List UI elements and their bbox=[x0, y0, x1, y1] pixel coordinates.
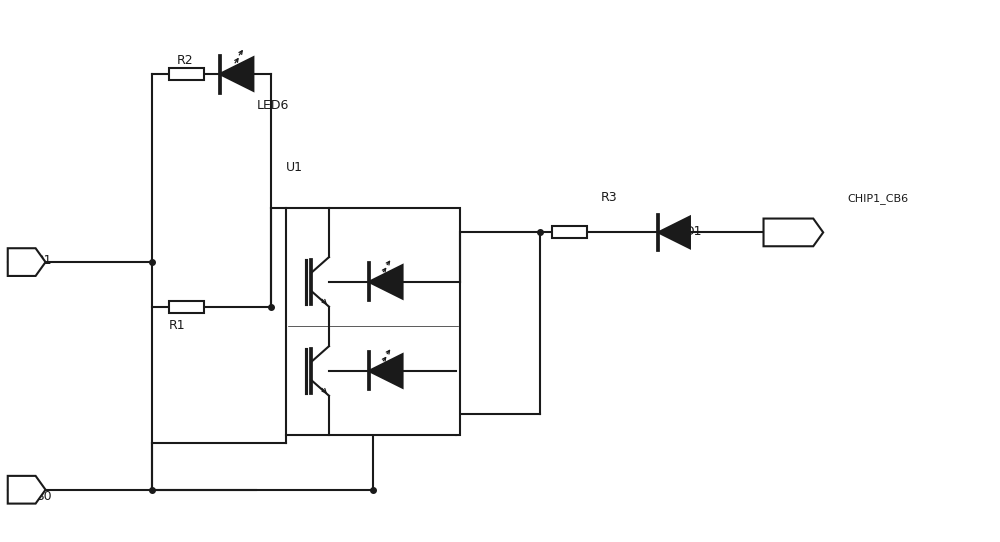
Text: CHIP1_CB6: CHIP1_CB6 bbox=[847, 193, 908, 204]
Text: B0: B0 bbox=[36, 490, 53, 503]
Polygon shape bbox=[220, 57, 253, 91]
Bar bbox=[169, 68, 204, 80]
Text: R2: R2 bbox=[177, 54, 193, 67]
Text: R3: R3 bbox=[601, 191, 618, 204]
Text: B1: B1 bbox=[36, 254, 53, 267]
Bar bbox=[552, 227, 587, 238]
Polygon shape bbox=[8, 248, 46, 276]
Polygon shape bbox=[658, 217, 690, 248]
Polygon shape bbox=[369, 265, 403, 299]
Bar bbox=[286, 208, 460, 435]
Text: D1: D1 bbox=[685, 225, 703, 238]
Text: LED6: LED6 bbox=[256, 99, 289, 112]
Polygon shape bbox=[8, 476, 46, 504]
Text: U1: U1 bbox=[286, 162, 303, 175]
Bar bbox=[169, 301, 204, 313]
Polygon shape bbox=[764, 218, 823, 246]
Polygon shape bbox=[369, 354, 403, 388]
Text: R1: R1 bbox=[168, 319, 185, 332]
